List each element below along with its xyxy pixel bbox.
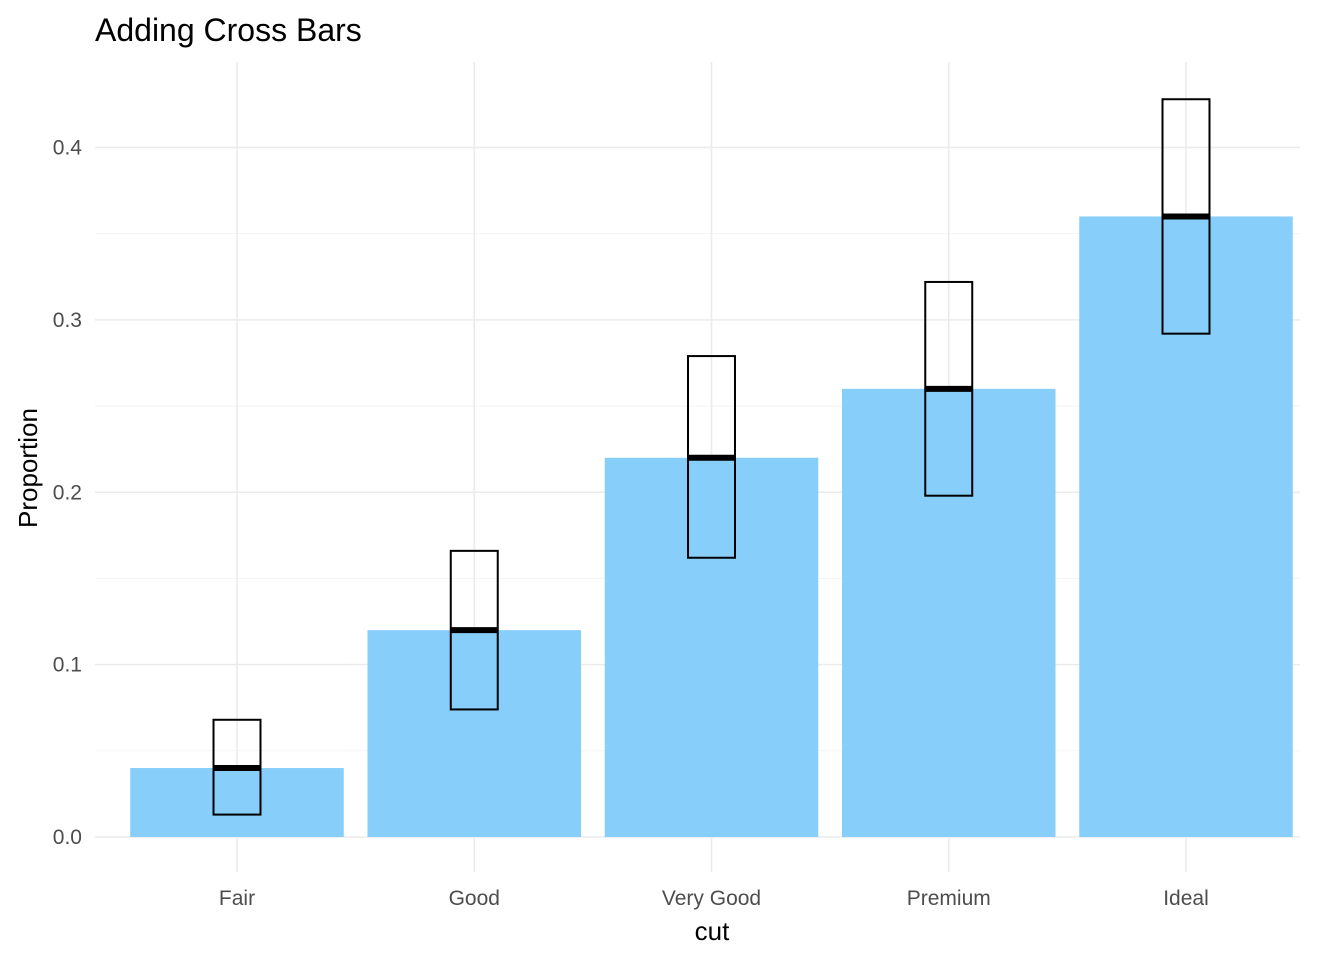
y-tick-label: 0.2 — [53, 481, 82, 504]
x-tick-label: Fair — [219, 887, 255, 910]
chart-title: Adding Cross Bars — [95, 12, 362, 48]
y-tick-label: 0.0 — [53, 826, 82, 849]
x-axis-title: cut — [695, 916, 730, 946]
y-tick-label: 0.3 — [53, 309, 82, 332]
x-tick-label: Premium — [907, 887, 991, 910]
y-axis-ticks: 0.0 0.1 0.2 0.3 0.4 — [53, 137, 83, 850]
crossbars — [212, 98, 1211, 816]
x-tick-label: Ideal — [1163, 887, 1209, 910]
bar-ideal — [1079, 216, 1293, 837]
y-tick-label: 0.4 — [53, 137, 83, 160]
bar-premium — [841, 388, 1056, 837]
bar-good — [367, 630, 582, 837]
x-tick-label: Good — [449, 887, 500, 910]
bar-fair — [130, 768, 344, 837]
bars — [130, 216, 1293, 837]
y-tick-label: 0.1 — [53, 654, 82, 677]
plot-area — [95, 62, 1300, 872]
y-axis-title: Proportion — [13, 408, 43, 528]
bar-very-good — [604, 457, 819, 837]
x-tick-label: Very Good — [662, 887, 761, 910]
x-axis-ticks: Fair Good Very Good Premium Ideal — [219, 887, 1209, 910]
